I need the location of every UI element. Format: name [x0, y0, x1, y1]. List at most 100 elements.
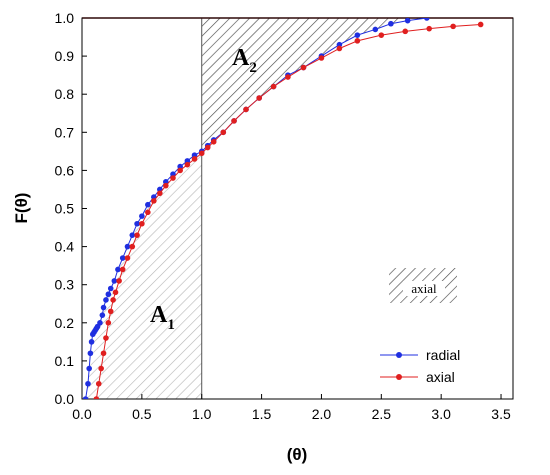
x-tick-label: 1.5	[252, 406, 272, 422]
data-point-axial	[163, 182, 169, 189]
data-point-radial	[97, 320, 103, 326]
data-point-axial	[354, 38, 361, 44]
y-tick-label: 0.9	[55, 48, 75, 64]
data-point-radial	[124, 243, 131, 250]
data-point-axial	[110, 297, 116, 303]
data-point-axial	[191, 156, 198, 162]
data-point-radial	[86, 365, 92, 372]
data-point-axial	[145, 209, 151, 216]
data-point-radial	[111, 278, 118, 284]
inset-text: axial	[411, 281, 437, 296]
data-point-axial	[318, 55, 325, 61]
y-tick-label: 0.1	[55, 353, 75, 369]
data-point-axial	[336, 45, 343, 52]
y-tick-label: 0.8	[55, 86, 75, 102]
data-point-axial	[285, 74, 291, 80]
data-point-radial	[87, 350, 94, 357]
legend-label-axial: axial	[426, 369, 455, 385]
data-point-radial	[105, 291, 112, 298]
data-point-radial	[100, 304, 107, 311]
data-point-axial	[231, 118, 237, 124]
region-a2-hatch	[201, 18, 427, 152]
x-tick-label: 0.0	[72, 406, 92, 422]
data-point-axial	[243, 106, 249, 113]
data-point-axial	[129, 243, 136, 250]
legend-label-radial: radial	[426, 347, 460, 363]
data-point-axial	[107, 308, 114, 315]
data-point-axial	[134, 232, 140, 238]
data-point-axial	[450, 23, 456, 30]
legend: radial axial	[380, 347, 460, 385]
data-point-axial	[124, 255, 131, 261]
data-point-axial	[402, 28, 409, 35]
x-tick-label: 3.0	[431, 406, 451, 422]
hatched-regions	[85, 18, 427, 399]
x-tick-label: 2.5	[372, 406, 392, 422]
inset-hatch-sample: axial	[389, 268, 457, 303]
data-point-radial	[103, 297, 109, 303]
x-tick-label: 0.5	[132, 406, 152, 422]
legend-marker-axial	[396, 374, 402, 380]
data-point-radial	[129, 232, 136, 238]
data-point-radial	[145, 201, 151, 208]
data-point-radial	[388, 20, 394, 27]
data-point-axial	[93, 396, 100, 399]
data-point-radial	[354, 32, 361, 38]
x-axis: 0.0 0.5 1.0 1.5 2.0 2.5 3.0 3.5	[72, 394, 511, 422]
data-point-axial	[119, 266, 126, 273]
data-point-axial	[151, 198, 157, 204]
data-point-radial	[119, 255, 126, 261]
data-point-axial	[100, 350, 107, 357]
x-tick-label: 2.0	[312, 406, 332, 422]
y-tick-label: 1.0	[55, 10, 75, 26]
data-point-axial	[270, 83, 277, 90]
data-point-radial	[99, 312, 106, 318]
data-point-radial	[424, 18, 430, 21]
data-point-axial	[184, 161, 191, 168]
region-a2-label: A2	[232, 45, 257, 76]
data-point-radial	[115, 266, 121, 273]
x-tick-label: 1.0	[192, 406, 212, 422]
legend-marker-radial	[396, 352, 402, 358]
data-point-axial	[98, 365, 104, 372]
y-tick-label: 0.2	[55, 315, 75, 331]
y-axis-title: F(θ)	[12, 193, 31, 224]
data-point-axial	[139, 220, 145, 227]
series-layer	[82, 18, 484, 399]
data-point-axial	[300, 64, 307, 71]
y-tick-label: 0.4	[55, 239, 75, 255]
x-axis-title: (θ)	[287, 445, 308, 464]
data-point-radial	[139, 213, 145, 219]
data-point-radial	[82, 396, 89, 399]
data-point-axial	[103, 335, 109, 341]
data-point-axial	[378, 32, 385, 38]
data-point-axial	[220, 129, 227, 136]
data-point-axial	[426, 25, 432, 32]
data-point-radial	[107, 285, 114, 292]
data-point-axial	[105, 320, 112, 326]
data-point-axial	[477, 21, 484, 28]
y-axis: 0.0 0.1 0.2 0.3 0.4 0.5 0.6 0.7 0.8 0.9 1.0	[55, 10, 87, 407]
y-tick-label: 0.7	[55, 124, 75, 140]
y-tick-label: 0.0	[55, 391, 75, 407]
data-point-radial	[134, 220, 140, 227]
x-tick-label: 3.5	[491, 406, 511, 422]
region-a1-hatch	[85, 151, 202, 399]
data-point-axial	[204, 144, 211, 151]
inset-text-bg	[403, 281, 445, 296]
region-a1-label: A1	[150, 302, 175, 333]
data-point-axial	[198, 150, 205, 157]
data-point-axial	[95, 380, 102, 387]
data-point-axial	[112, 289, 119, 296]
data-point-axial	[116, 278, 122, 284]
data-point-axial	[157, 190, 163, 197]
data-point-radial	[372, 26, 379, 33]
y-tick-label: 0.3	[55, 277, 75, 293]
data-point-radial	[404, 18, 411, 24]
data-point-axial	[256, 95, 262, 101]
data-point-axial	[177, 167, 183, 174]
data-point-radial	[88, 339, 95, 345]
data-point-axial	[210, 139, 217, 145]
data-point-radial	[85, 380, 91, 387]
